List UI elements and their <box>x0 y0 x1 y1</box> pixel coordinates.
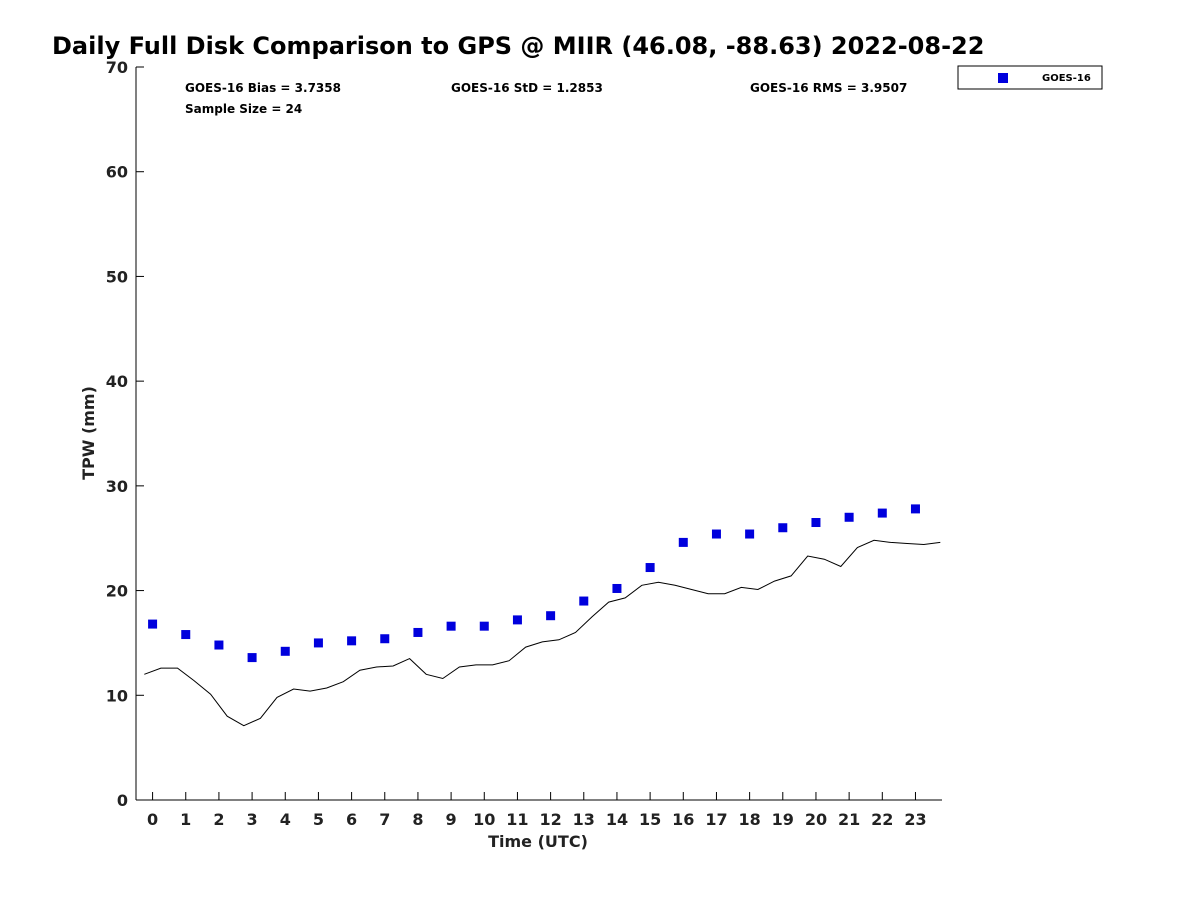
x-tick-label: 10 <box>473 810 495 829</box>
x-tick-label: 9 <box>446 810 457 829</box>
rms-stat: GOES-16 RMS = 3.9507 <box>750 81 907 95</box>
x-tick-label: 23 <box>904 810 926 829</box>
bias-stat: GOES-16 Bias = 3.7358 <box>185 81 341 95</box>
goes16-point <box>612 583 622 593</box>
goes16-point <box>247 653 257 663</box>
x-tick-label: 22 <box>871 810 893 829</box>
x-tick-label: 18 <box>738 810 760 829</box>
goes16-point <box>745 529 755 539</box>
x-tick-label: 13 <box>573 810 595 829</box>
legend-label-goes16: GOES-16 <box>1042 73 1091 84</box>
y-tick-label: 60 <box>106 163 128 182</box>
y-tick-label: 40 <box>106 372 128 391</box>
goes16-point <box>512 615 522 625</box>
x-axis-ticks: 0 1 2 3 4 5 6 7 8 9 10 11 12 13 14 15 16 17 18 19 20 21 22 23 <box>147 792 927 829</box>
x-tick-label: 2 <box>213 810 224 829</box>
x-tick-label: 16 <box>672 810 694 829</box>
goes16-point <box>214 640 224 650</box>
goes16-point <box>313 638 323 648</box>
goes16-point <box>910 504 920 514</box>
sample-size-stat: Sample Size = 24 <box>185 102 302 116</box>
x-tick-label: 12 <box>539 810 561 829</box>
goes16-point <box>546 611 556 621</box>
goes16-point <box>579 596 589 606</box>
x-tick-label: 21 <box>838 810 860 829</box>
x-tick-label: 6 <box>346 810 357 829</box>
goes16-point <box>280 646 290 656</box>
x-tick-label: 1 <box>180 810 191 829</box>
x-tick-label: 14 <box>606 810 628 829</box>
x-tick-label: 3 <box>247 810 258 829</box>
plot-frame <box>135 67 942 801</box>
x-tick-label: 5 <box>313 810 324 829</box>
goes16-point <box>678 537 688 547</box>
y-tick-label: 30 <box>106 477 128 496</box>
x-tick-label: 8 <box>412 810 423 829</box>
y-tick-label: 0 <box>117 791 128 810</box>
y-axis-ticks: 0 10 20 30 40 50 60 70 <box>106 58 144 810</box>
x-tick-label: 19 <box>772 810 794 829</box>
goes16-point <box>148 619 158 629</box>
x-tick-label: 4 <box>280 810 291 829</box>
std-stat: GOES-16 StD = 1.2853 <box>451 81 603 95</box>
goes16-point <box>413 627 423 637</box>
gps-line-series <box>144 539 941 727</box>
x-tick-label: 15 <box>639 810 661 829</box>
goes16-scatter-series <box>148 504 920 663</box>
goes16-point <box>778 523 788 533</box>
goes16-point <box>181 630 191 640</box>
y-tick-label: 50 <box>106 267 128 286</box>
x-tick-label: 0 <box>147 810 158 829</box>
x-tick-label: 17 <box>705 810 727 829</box>
goes16-point <box>347 636 357 646</box>
y-tick-label: 10 <box>106 686 128 705</box>
goes16-point <box>711 529 721 539</box>
y-axis-label: TPW (mm) <box>79 386 98 480</box>
goes16-point <box>446 621 456 631</box>
legend: GOES-16 <box>957 65 1103 90</box>
gps-line <box>144 539 941 727</box>
goes16-point <box>479 621 489 631</box>
x-axis-label: Time (UTC) <box>488 832 588 851</box>
x-tick-label: 11 <box>506 810 528 829</box>
legend-box <box>957 65 1103 90</box>
y-tick-label: 70 <box>106 58 128 77</box>
goes16-point <box>877 508 887 518</box>
goes16-point <box>844 512 854 522</box>
x-tick-label: 7 <box>379 810 390 829</box>
goes16-point <box>645 563 655 573</box>
legend-marker-goes16 <box>998 73 1008 83</box>
goes16-point <box>811 518 821 528</box>
goes16-point <box>380 634 390 644</box>
y-tick-label: 20 <box>106 582 128 601</box>
x-tick-label: 20 <box>805 810 827 829</box>
chart-title: Daily Full Disk Comparison to GPS @ MIIR… <box>52 32 984 60</box>
